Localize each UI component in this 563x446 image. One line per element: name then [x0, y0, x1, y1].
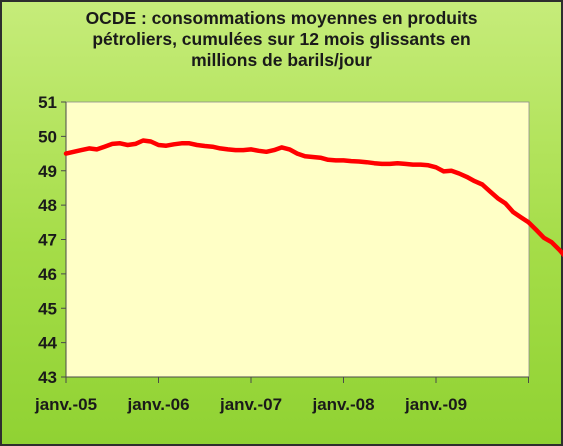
y-tick-label: 44 — [38, 334, 57, 353]
y-tick-label: 47 — [38, 231, 57, 250]
x-tick-label: janv.-09 — [404, 395, 467, 414]
x-tick-label: janv.-06 — [126, 395, 189, 414]
x-tick-label: janv.-05 — [34, 395, 97, 414]
y-tick-labels: 43 44 45 46 47 48 49 50 51 — [38, 93, 57, 387]
series-line — [63, 138, 563, 258]
chart-title: OCDE : consommations moyennes en produit… — [2, 8, 561, 71]
y-tick-label: 46 — [38, 265, 57, 284]
x-tick-label: janv.-07 — [219, 395, 282, 414]
chart-title-line-2: pétroliers, cumulées sur 12 mois glissan… — [92, 29, 471, 49]
chart-title-line-1: OCDE : consommations moyennes en produit… — [85, 8, 478, 28]
chart-title-line-3: millions de barils/jour — [191, 50, 372, 70]
axes — [61, 101, 529, 383]
x-tick-label: janv.-08 — [311, 395, 374, 414]
y-tick-label: 50 — [38, 127, 57, 146]
x-tick-labels: janv.-05 janv.-06 janv.-07 janv.-08 janv.-09 — [34, 395, 467, 414]
y-tick-label: 43 — [38, 368, 57, 387]
y-tick-label: 49 — [38, 162, 57, 181]
y-tick-label: 51 — [38, 93, 57, 112]
y-tick-label: 48 — [38, 196, 57, 215]
y-tick-label: 45 — [38, 299, 57, 318]
